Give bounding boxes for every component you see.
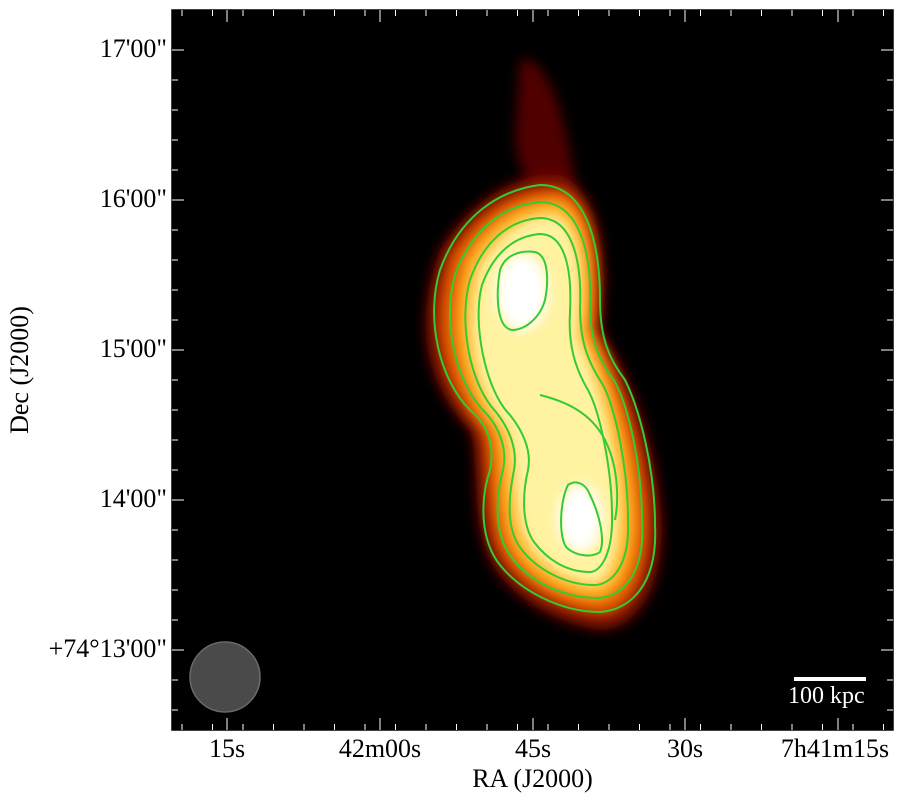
beam-ellipse: [189, 641, 261, 713]
contours: [433, 183, 657, 614]
y-tick-label: +74°13'00": [48, 634, 167, 663]
scale-bar-label: 100 kpc: [788, 683, 865, 709]
contour-saddle: [539, 394, 619, 521]
x-axis-label: RA (J2000): [472, 764, 593, 793]
contour-core-south: [560, 481, 603, 557]
y-tick-label: 17'00": [99, 34, 167, 63]
contour-level-1: [433, 183, 657, 614]
x-tick-label: 42m00s: [338, 734, 422, 763]
x-tick-label: 45s: [514, 734, 552, 763]
y-tick-label: 16'00": [99, 184, 167, 213]
tick-marks: [172, 10, 893, 730]
x-tick-label: 30s: [666, 734, 704, 763]
contour-level-3: [464, 216, 630, 587]
emission-image: [425, 59, 662, 630]
y-tick-label: 14'00": [99, 484, 167, 513]
y-tick-label: 15'00": [99, 334, 167, 363]
y-axis-label: Dec (J2000): [5, 306, 34, 434]
x-tick-label: 7h41m15s: [780, 734, 890, 763]
x-tick-label: 15s: [208, 734, 246, 763]
contour-core-north: [496, 250, 549, 332]
contour-level-2: [449, 200, 644, 600]
contour-level-4: [477, 232, 614, 574]
